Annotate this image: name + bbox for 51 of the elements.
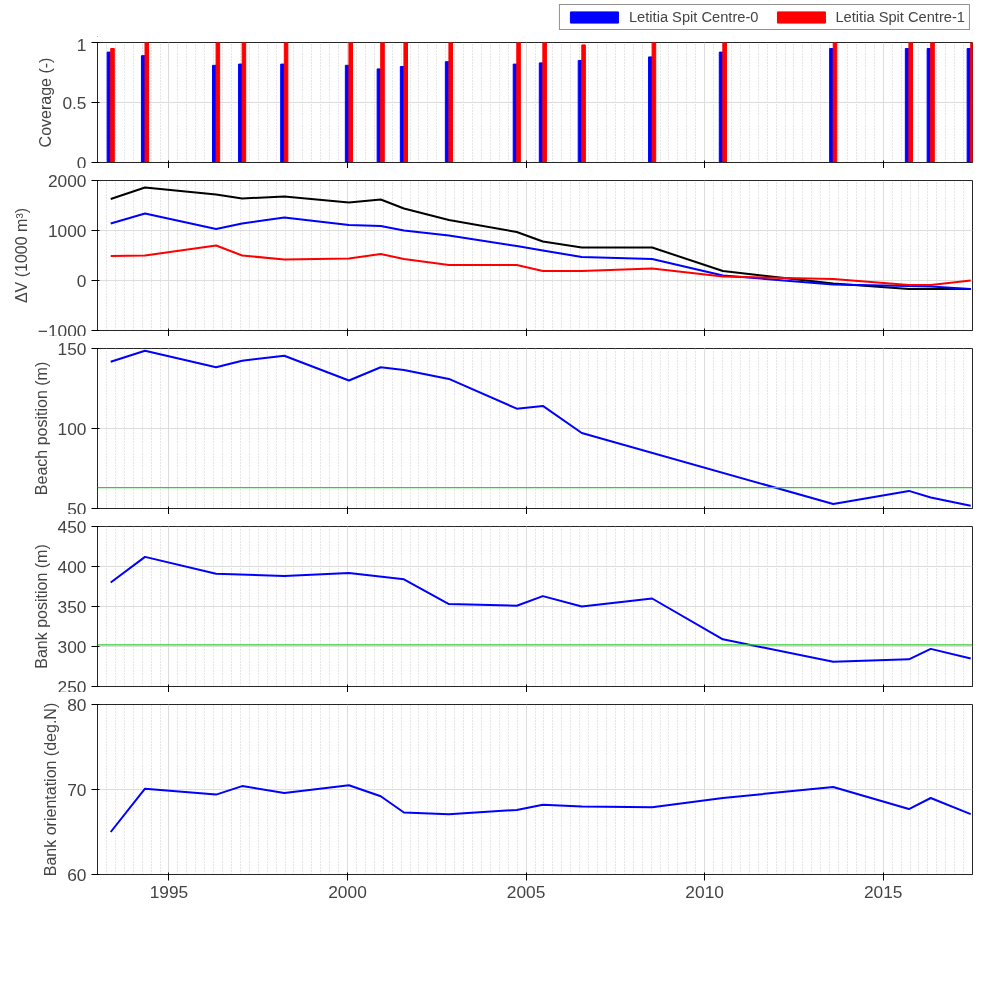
x-tick-label: 2010 xyxy=(685,881,724,902)
legend-label: Letitia Spit Centre-0 xyxy=(628,9,759,25)
line-series xyxy=(109,784,972,833)
y-tick-label: 0 xyxy=(76,270,87,291)
x-tick-label: 2000 xyxy=(328,881,367,902)
bar xyxy=(348,42,353,163)
y-tick-label: 70 xyxy=(67,779,87,800)
line-series xyxy=(109,212,972,290)
y-tick-label: 150 xyxy=(57,338,87,359)
y-tick-label: 250 xyxy=(57,676,87,697)
bar xyxy=(215,42,221,163)
line-series xyxy=(109,555,972,663)
bar xyxy=(144,42,150,163)
bar xyxy=(380,42,385,163)
y-tick-label: 0 xyxy=(76,152,87,173)
x-tick-label: 2015 xyxy=(863,881,903,902)
bar xyxy=(283,42,289,163)
bar xyxy=(542,42,547,163)
y-tick-label: 60 xyxy=(67,864,87,885)
y-axis-title: Bank orientation (deg.N) xyxy=(42,702,60,877)
y-tick-label: −1000 xyxy=(37,320,87,341)
y-axis-title: Beach position (m) xyxy=(32,361,50,496)
y-tick-label: 80 xyxy=(67,694,87,715)
y-tick-label: 50 xyxy=(67,498,87,519)
x-tick-label: 1995 xyxy=(149,881,189,902)
legend-label: Letitia Spit Centre-1 xyxy=(835,9,965,25)
y-tick-label: 1 xyxy=(76,34,87,55)
y-tick-label: 350 xyxy=(57,596,87,617)
bar xyxy=(908,42,913,163)
y-tick-label: 400 xyxy=(57,556,87,577)
bar xyxy=(930,42,935,163)
y-tick-label: 0.5 xyxy=(62,92,87,113)
y-tick-label: 1000 xyxy=(47,220,87,241)
bar xyxy=(581,44,586,163)
bar xyxy=(516,42,521,163)
y-tick-label: 450 xyxy=(57,516,87,537)
bar xyxy=(722,42,727,163)
y-tick-label: 300 xyxy=(57,636,87,657)
bar xyxy=(403,42,408,163)
y-tick-label: 2000 xyxy=(47,170,87,191)
bar xyxy=(651,42,657,163)
y-axis-title: Coverage (-) xyxy=(37,57,55,148)
bar xyxy=(241,42,247,163)
line-series xyxy=(109,349,972,507)
y-axis-title: Bank position (m) xyxy=(32,544,50,669)
line-series xyxy=(109,244,972,286)
y-tick-label: 100 xyxy=(57,418,87,439)
bar xyxy=(110,48,115,163)
bar xyxy=(448,42,453,163)
x-tick-label: 2005 xyxy=(506,881,546,902)
y-axis-title: ΔV (1000 m³) xyxy=(12,207,30,304)
